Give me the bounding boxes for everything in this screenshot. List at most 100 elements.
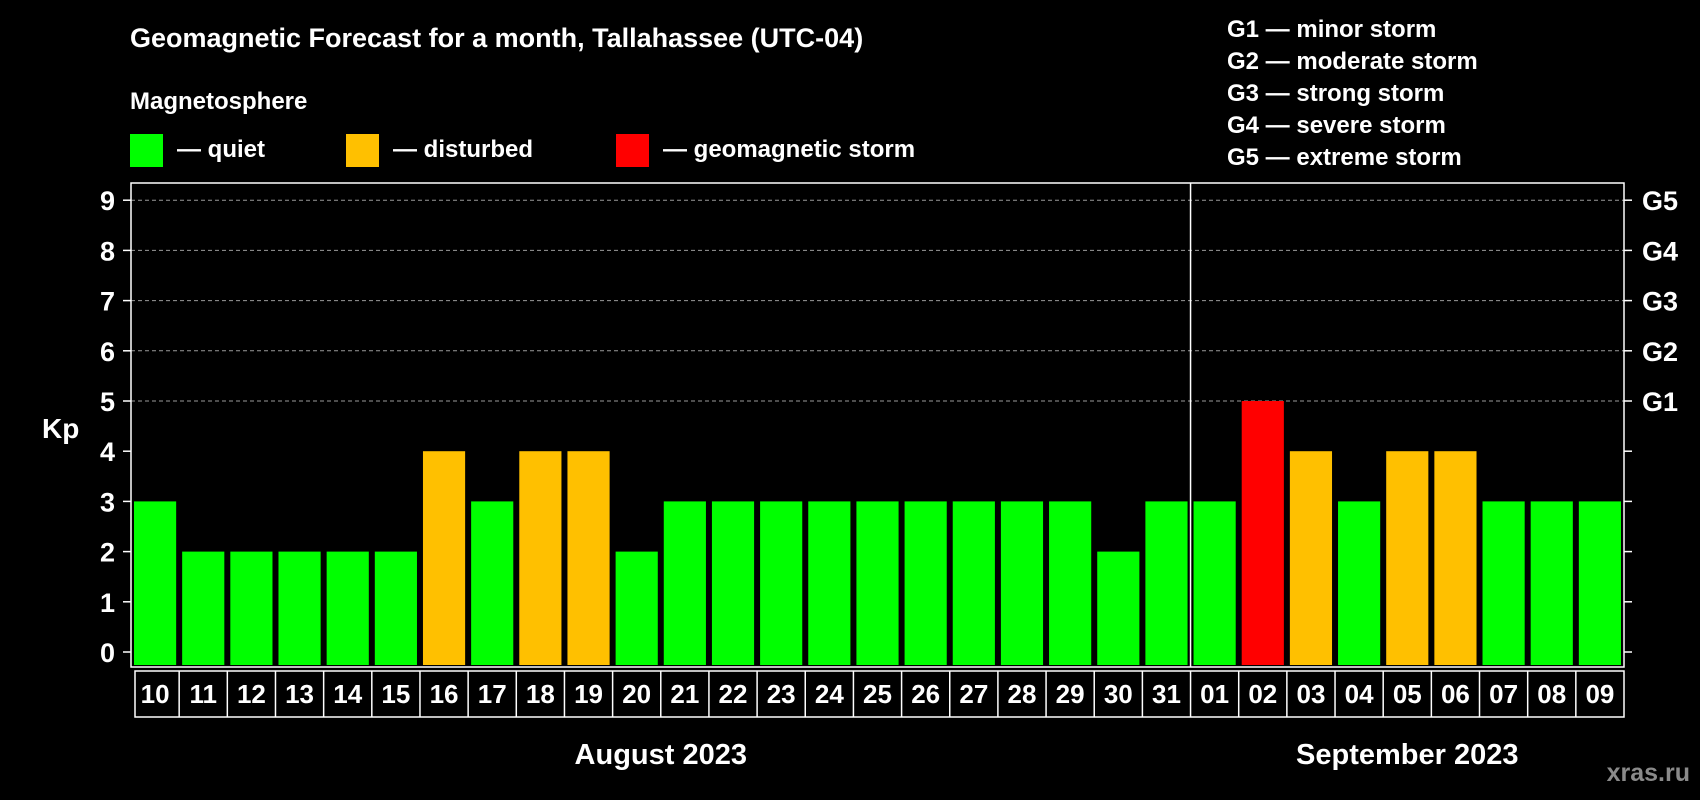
y-tick-label: 7 xyxy=(100,287,115,317)
y-tick-label: 9 xyxy=(100,186,115,216)
bar-10 xyxy=(134,501,177,665)
bar-30 xyxy=(1097,551,1140,665)
bar-22 xyxy=(711,501,755,665)
y-tick-label: 1 xyxy=(100,588,115,618)
date-label-18: 18 xyxy=(526,679,555,709)
legend-swatch-1 xyxy=(346,134,379,167)
legend-label-0: — quiet xyxy=(177,136,265,163)
watermark: xras.ru xyxy=(1607,759,1690,787)
date-label-26: 26 xyxy=(911,679,940,709)
date-label-20: 20 xyxy=(622,679,651,709)
date-label-23: 23 xyxy=(767,679,796,709)
bar-04 xyxy=(1338,501,1381,665)
date-label-16: 16 xyxy=(430,679,459,709)
date-label-28: 28 xyxy=(1008,679,1037,709)
month-label: August 2023 xyxy=(575,739,747,771)
bar-24 xyxy=(808,501,851,665)
bar-25 xyxy=(856,501,899,665)
y-tick-label: 5 xyxy=(100,387,115,417)
y-tick-label: 8 xyxy=(100,236,115,266)
date-label-12: 12 xyxy=(237,679,266,709)
date-label-10: 10 xyxy=(141,679,170,709)
date-axis-frame xyxy=(134,670,1625,718)
bar-21 xyxy=(663,501,706,665)
bar-06 xyxy=(1434,451,1477,665)
bar-29 xyxy=(1049,501,1092,665)
bar-26 xyxy=(904,501,947,665)
date-label-17: 17 xyxy=(478,679,507,709)
bar-16 xyxy=(422,451,466,665)
y-tick-label: 0 xyxy=(100,638,115,668)
bar-19 xyxy=(567,451,610,665)
date-label-08: 08 xyxy=(1537,679,1566,709)
bar-05 xyxy=(1386,451,1429,665)
date-label-25: 25 xyxy=(863,679,892,709)
date-label-06: 06 xyxy=(1441,679,1470,709)
bar-20 xyxy=(615,551,658,665)
bar-23 xyxy=(760,501,803,665)
bar-01 xyxy=(1193,501,1236,665)
storm-scale-item: G3 — strong storm xyxy=(1227,80,1444,107)
bar-11 xyxy=(182,551,225,665)
g-scale-label: G4 xyxy=(1642,236,1678,266)
chart-title: Geomagnetic Forecast for a month, Tallah… xyxy=(130,23,863,53)
bar-03 xyxy=(1289,451,1333,665)
legend: — quiet — disturbed — geomagnetic storm xyxy=(130,134,915,167)
g-scale-label: G3 xyxy=(1642,287,1678,317)
bar-31 xyxy=(1145,501,1188,665)
bar-14 xyxy=(326,551,369,665)
bar-02 xyxy=(1241,401,1284,665)
bar-28 xyxy=(1000,501,1044,665)
plot-frame xyxy=(130,182,1625,668)
g-scale-label: G1 xyxy=(1642,387,1678,417)
date-label-19: 19 xyxy=(574,679,603,709)
y-tick-label: 2 xyxy=(100,538,115,568)
date-label-27: 27 xyxy=(959,679,988,709)
y-tick-label: 4 xyxy=(100,437,115,467)
bar-17 xyxy=(471,501,514,665)
date-label-02: 02 xyxy=(1248,679,1277,709)
g-scale-label: G2 xyxy=(1642,337,1678,367)
y-axis-label: Kp xyxy=(42,413,79,444)
date-label-24: 24 xyxy=(815,679,844,709)
date-label-07: 07 xyxy=(1489,679,1518,709)
date-label-05: 05 xyxy=(1393,679,1422,709)
bar-12 xyxy=(230,551,273,665)
date-label-11: 11 xyxy=(189,679,217,709)
y-tick-label: 3 xyxy=(100,487,115,517)
bar-07 xyxy=(1482,501,1525,665)
legend-swatch-0 xyxy=(130,134,163,167)
legend-label-1: — disturbed xyxy=(393,136,533,163)
storm-scale-item: G1 — minor storm xyxy=(1227,16,1436,43)
date-label-29: 29 xyxy=(1056,679,1085,709)
date-label-03: 03 xyxy=(1296,679,1325,709)
bar-08 xyxy=(1530,501,1573,665)
date-label-15: 15 xyxy=(381,679,410,709)
y-tick-label: 6 xyxy=(100,337,115,367)
storm-scale-item: G4 — severe storm xyxy=(1227,112,1446,139)
legend-heading: Magnetosphere xyxy=(130,88,307,115)
date-label-31: 31 xyxy=(1152,679,1181,709)
bar-18 xyxy=(519,451,562,665)
month-label: September 2023 xyxy=(1296,739,1518,771)
date-label-14: 14 xyxy=(333,679,362,709)
bar-15 xyxy=(374,551,417,665)
g-scale-label: G5 xyxy=(1642,186,1678,216)
legend-label-2: — geomagnetic storm xyxy=(663,136,915,163)
storm-scale-item: G2 — moderate storm xyxy=(1227,48,1478,75)
date-label-01: 01 xyxy=(1200,679,1229,709)
date-label-21: 21 xyxy=(670,679,699,709)
date-label-09: 09 xyxy=(1585,679,1614,709)
bar-13 xyxy=(278,551,321,665)
date-label-13: 13 xyxy=(285,679,314,709)
legend-swatch-2 xyxy=(616,134,649,167)
bar-27 xyxy=(952,501,995,665)
date-label-22: 22 xyxy=(719,679,748,709)
bar-09 xyxy=(1578,501,1621,665)
date-label-04: 04 xyxy=(1345,679,1374,709)
date-label-30: 30 xyxy=(1104,679,1133,709)
storm-scale-item: G5 — extreme storm xyxy=(1227,144,1462,171)
storm-scale-list: G1 — minor storm G2 — moderate storm G3 — … xyxy=(1227,16,1478,171)
